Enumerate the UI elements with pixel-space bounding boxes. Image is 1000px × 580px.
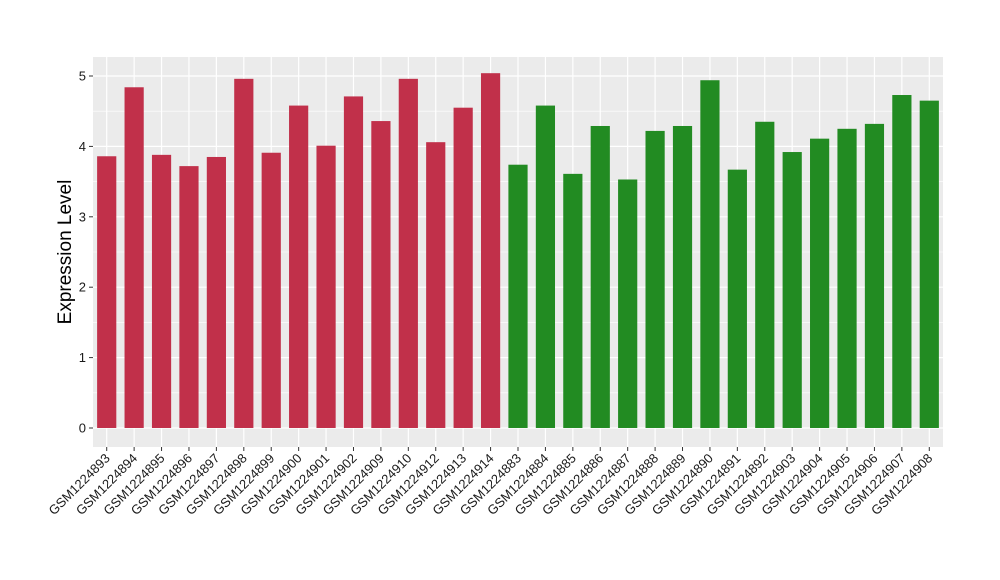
bar-GSM1224904 [810, 138, 830, 428]
y-tick-label: 3 [79, 209, 86, 224]
y-tick-label: 5 [79, 69, 86, 84]
bar-GSM1224899 [261, 152, 281, 428]
y-tick-label: 1 [79, 350, 86, 365]
bar-GSM1224910 [398, 78, 418, 428]
bar-GSM1224905 [837, 128, 857, 428]
y-tick-label: 4 [79, 139, 86, 154]
bar-GSM1224896 [179, 166, 199, 428]
bar-GSM1224909 [371, 121, 391, 428]
bar-GSM1224886 [590, 125, 610, 428]
bar-GSM1224888 [645, 130, 665, 428]
y-tick-label: 0 [79, 420, 86, 435]
y-axis-title: Expression Level [55, 180, 76, 325]
bar-GSM1224890 [700, 80, 720, 428]
bars [97, 73, 939, 428]
bar-GSM1224883 [508, 164, 528, 428]
bar-GSM1224891 [727, 169, 747, 428]
bar-GSM1224894 [124, 87, 144, 428]
bar-GSM1224885 [563, 173, 583, 428]
bar-GSM1224897 [206, 156, 226, 428]
bar-GSM1224895 [151, 154, 172, 428]
bar-GSM1224887 [618, 179, 638, 428]
bar-GSM1224889 [672, 125, 693, 428]
bar-GSM1224902 [343, 96, 364, 428]
bar-GSM1224913 [453, 107, 473, 428]
bar-GSM1224907 [892, 95, 912, 428]
bar-GSM1224906 [864, 123, 885, 428]
y-tick-label: 2 [79, 280, 86, 295]
bar-GSM1224900 [289, 105, 309, 428]
bar-GSM1224892 [755, 121, 775, 428]
bar-GSM1224893 [97, 156, 117, 428]
bar-GSM1224901 [316, 145, 336, 428]
x-axis: GSM1224893GSM1224894GSM1224895GSM1224896… [45, 447, 935, 518]
bar-GSM1224903 [782, 152, 802, 428]
y-axis: 0 1 2 3 4 5 [79, 69, 93, 435]
bar-GSM1224914 [480, 73, 501, 428]
bar-GSM1224884 [535, 105, 556, 428]
bar-GSM1224898 [234, 78, 254, 428]
bar-GSM1224908 [919, 100, 939, 428]
bar-GSM1224912 [426, 142, 446, 428]
